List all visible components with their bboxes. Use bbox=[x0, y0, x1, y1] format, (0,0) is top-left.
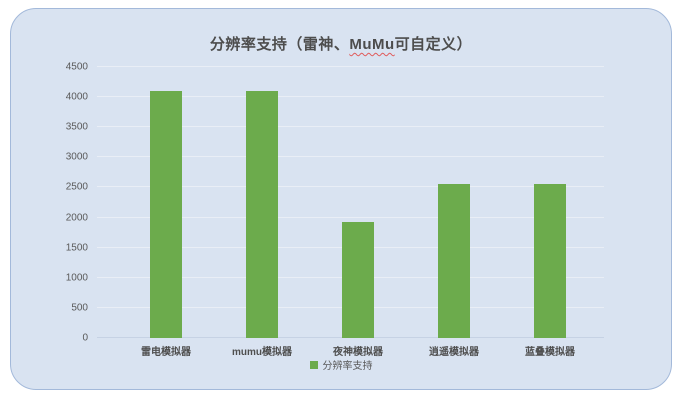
y-axis-tick-label: 2000 bbox=[65, 212, 88, 224]
y-axis-tick-label: 4500 bbox=[65, 61, 88, 73]
bar-mumu模拟器 bbox=[246, 91, 278, 338]
plot-area: 0 500 1000 1500 2000 2500 3000 3500 4000 4500 雷电模拟… bbox=[66, 62, 604, 358]
y-axis-tick-label: 2500 bbox=[65, 181, 88, 193]
x-axis-label-雷电模拟器: 雷电模拟器 bbox=[141, 347, 191, 358]
y-axis-tick-label: 1000 bbox=[65, 272, 88, 284]
y-axis-tick-label: 0 bbox=[82, 332, 88, 344]
legend: 分辨率支持 bbox=[11, 357, 671, 372]
bar-蓝叠模拟器 bbox=[534, 183, 566, 338]
y-axis-tick-label: 500 bbox=[71, 302, 88, 314]
gridline-2000 bbox=[97, 216, 604, 218]
gridline-4500 bbox=[97, 66, 604, 67]
x-axis-label-蓝叠模拟器: 蓝叠模拟器 bbox=[525, 347, 575, 358]
x-axis-label-逍遥模拟器: 逍遥模拟器 bbox=[429, 347, 479, 358]
legend-swatch bbox=[309, 360, 318, 369]
legend-label: 分辨率支持 bbox=[322, 361, 373, 372]
y-axis-tick-label: 3000 bbox=[65, 151, 88, 163]
bar-夜神模拟器 bbox=[342, 222, 374, 338]
gridline-2500 bbox=[97, 186, 604, 188]
gridline-4000 bbox=[97, 96, 604, 98]
x-axis-label-夜神模拟器: 夜神模拟器 bbox=[333, 347, 383, 358]
gridline-3500 bbox=[97, 126, 604, 128]
y-axis-tick-label: 4000 bbox=[65, 91, 88, 103]
chart-title-suffix: 可自定义） bbox=[394, 36, 473, 53]
bar-逍遥模拟器 bbox=[438, 183, 470, 338]
chart-title-prefix: 分辨率支持（雷神、 bbox=[209, 36, 350, 53]
y-axis-tick-label: 1500 bbox=[65, 242, 88, 254]
gridline-3000 bbox=[97, 156, 604, 158]
bar-雷电模拟器 bbox=[150, 91, 182, 338]
chart-title: 分辨率支持（雷神、MuMu可自定义） bbox=[11, 33, 671, 54]
chart-title-mumu: MuMu bbox=[349, 36, 395, 53]
chart-card: 分辨率支持（雷神、MuMu可自定义） 0 500 1000 1500 2000 2500 3… bbox=[10, 8, 672, 390]
y-axis-tick-label: 3500 bbox=[65, 121, 88, 133]
x-axis-label-mumu模拟器: mumu模拟器 bbox=[232, 347, 292, 358]
